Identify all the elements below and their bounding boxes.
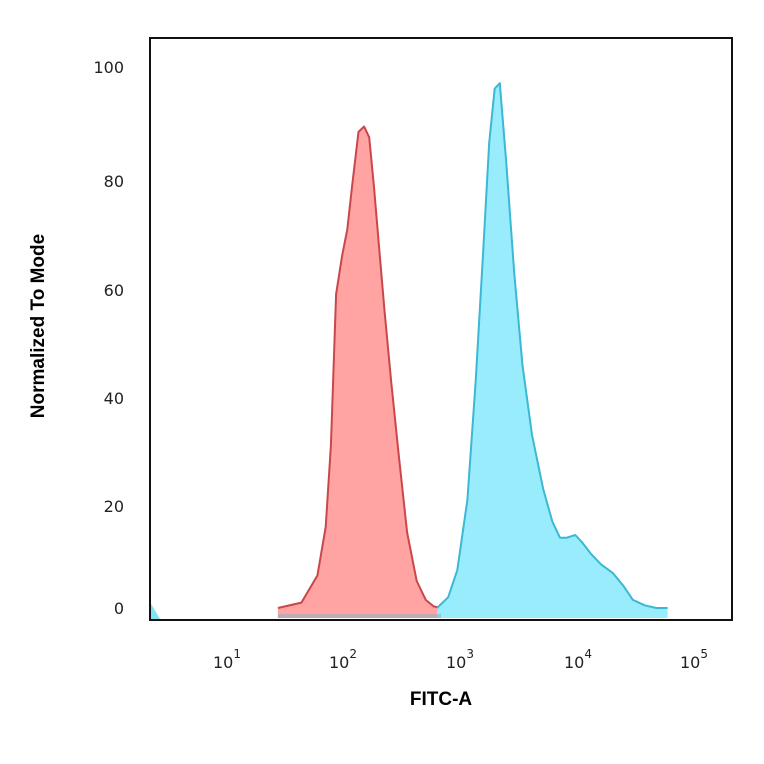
series-area-control <box>277 126 441 618</box>
x-tick-label: 104 <box>564 647 592 672</box>
series-area-stained <box>437 83 668 618</box>
x-axis-title: FITC-A <box>410 689 473 710</box>
y-axis-ticks: 0 20 40 60 80 100 <box>93 58 124 618</box>
x-tick-label: 102 <box>329 647 357 672</box>
plot-frame <box>149 37 733 621</box>
x-axis-ticks: 101 102 103 104 105 <box>213 647 708 672</box>
y-tick-label: 20 <box>104 497 124 516</box>
x-tick-label: 103 <box>446 647 474 672</box>
y-tick-label: 60 <box>104 281 124 300</box>
x-tick-label: 101 <box>213 647 241 672</box>
series-line-stained <box>436 82 668 609</box>
y-axis-title: Normalized To Mode <box>28 234 49 418</box>
edge-artifact <box>151 604 160 619</box>
series-line-control <box>277 125 442 609</box>
y-tick-label: 100 <box>93 58 124 77</box>
y-tick-label: 40 <box>104 389 124 408</box>
y-tick-label: 0 <box>114 599 124 618</box>
baseline-overlap <box>277 614 442 618</box>
y-tick-label: 80 <box>104 172 124 191</box>
x-tick-label: 105 <box>680 647 708 672</box>
plot-series <box>151 82 668 619</box>
